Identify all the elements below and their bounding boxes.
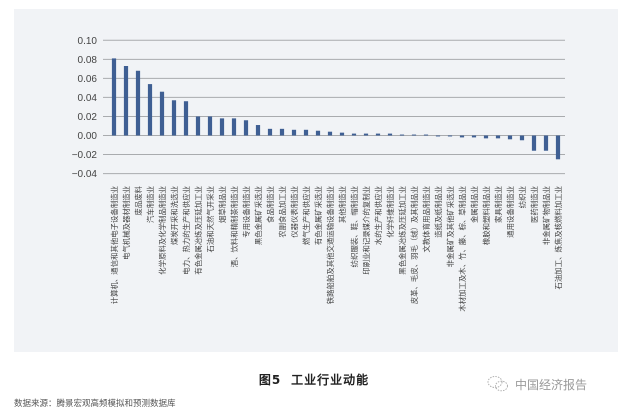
x-category-label: 仪器仪表制造业 [290,186,299,238]
bar [147,84,153,136]
bar [531,135,537,151]
bar [459,135,465,138]
bar-chart: 0.10 0.08 0.06 0.04 0.02 0.00 −0.02 −0.04 计算机、通… [72,36,565,312]
bar [435,135,441,137]
bar [291,129,297,136]
x-axis-labels: 计算机、通信和其他电子设备制造业 电气机械及器材制造业 废品废料 汽车制造业 化学原料及… [110,185,563,311]
x-category-label: 酒、饮料和精制茶制造业 [230,186,239,267]
x-category-label: 煤炭开采和洗选业 [170,186,179,245]
bar [195,116,201,136]
bar [555,135,561,160]
bar [543,135,549,151]
bar [387,133,393,136]
x-category-label: 木材加工及木、竹、藤、棕、草制品业 [458,186,467,312]
bar [231,118,237,136]
bar [507,135,513,140]
figure-caption: 图5 工业行业动能 [0,371,628,388]
x-category-label: 纺织业 [518,186,527,208]
x-category-label: 纺织服装、鞋、帽制造业 [350,186,359,267]
x-category-label: 医药制造业 [530,186,539,223]
bar [327,131,333,136]
watermark-text: 中国经济报告 [515,377,588,392]
wechat-icon [487,376,508,392]
x-category-label: 金属制品业 [470,186,479,223]
bar [279,128,285,136]
bar [399,134,405,136]
bar [411,134,417,136]
bar [219,118,225,136]
bar [207,116,213,136]
x-category-label: 石油加工、炼焦及核燃料加工业 [554,186,563,289]
x-category-label: 有色金属冶炼及压延加工业 [194,186,203,275]
x-category-label: 家具制造业 [494,186,503,223]
x-category-label: 专用设备制造业 [242,186,251,238]
x-category-label: 印刷业和记录媒介的复制业 [362,186,371,275]
source-note: 数据来源：腾景宏观高频模拟和预测数据库 [14,399,176,409]
x-category-label: 化学原料及化学制品制造业 [158,186,167,275]
bar [111,58,117,136]
y-tick-label: 0.04 [78,93,98,104]
x-category-label: 水的生产和供应业 [374,186,383,245]
bar [303,129,309,136]
watermark: 中国经济报告 [487,375,587,393]
x-category-label: 废品废料 [134,185,143,215]
bar [255,125,261,136]
bar [135,70,141,136]
figure-number: 图5 [258,373,282,387]
y-axis-ticks: 0.10 0.08 0.06 0.04 0.02 0.00 −0.02 −0.04 [72,36,98,180]
bar [243,120,249,136]
y-tick-label: −0.04 [72,169,98,180]
bar [363,133,369,136]
x-category-label: 烟草制品业 [218,186,227,223]
bar [447,135,453,137]
y-tick-label: 0.06 [78,74,98,85]
y-tick-label: 0.00 [78,131,98,142]
y-tick-label: 0.10 [78,36,98,47]
x-category-label: 计算机、通信和其他电子设备制造业 [110,186,119,304]
x-category-label: 非金属矿物制品业 [542,186,551,245]
x-category-label: 造纸及纸制品业 [434,186,443,238]
x-category-label: 橡胶和塑料制品业 [482,186,491,245]
y-tick-label: 0.08 [78,55,98,66]
bars [111,58,561,160]
x-category-label: 文教体育用品制造业 [422,186,431,253]
bar [519,135,525,141]
x-category-label: 食品制造业 [266,186,275,223]
bar [351,133,357,136]
gridlines [103,39,565,175]
x-category-label: 黑色金属矿采选业 [254,186,263,245]
x-category-label: 电气机械及器材制造业 [122,186,131,260]
x-category-label: 燃气生产和供应业 [302,186,311,245]
x-category-label: 农副食品加工业 [278,186,287,238]
x-category-label: 非金属矿及其他矿采选业 [446,186,455,267]
figure-title: 工业行业动能 [291,373,370,387]
x-category-label: 铁路船舶及其他交通运输设备制造业 [326,186,335,304]
bar [267,128,273,136]
x-category-label: 通用设备制造业 [506,186,515,238]
bar [471,135,477,138]
bar [423,134,429,136]
x-category-label: 汽车制造业 [146,186,155,223]
bar [123,66,129,136]
bar [171,100,177,136]
x-category-label: 皮革、毛皮、羽毛（绒）及其制品业 [410,186,419,304]
x-category-label: 石油和天然气开采业 [206,186,215,253]
bar [183,101,189,136]
bar [495,135,501,139]
y-tick-label: −0.02 [72,150,98,161]
bar [375,133,381,136]
x-category-label: 化学纤维制造业 [386,186,395,238]
bar [483,135,489,139]
bar [339,132,345,136]
x-category-label: 电力、热力的生产和供应业 [182,186,191,275]
x-category-label: 黑色金属冶炼及压延加工业 [398,186,407,275]
y-tick-label: 0.02 [78,112,98,123]
x-category-label: 其他制造业 [338,186,347,223]
bar [159,91,165,136]
x-category-label: 有色金属矿采选业 [314,186,323,245]
bar [315,130,321,136]
